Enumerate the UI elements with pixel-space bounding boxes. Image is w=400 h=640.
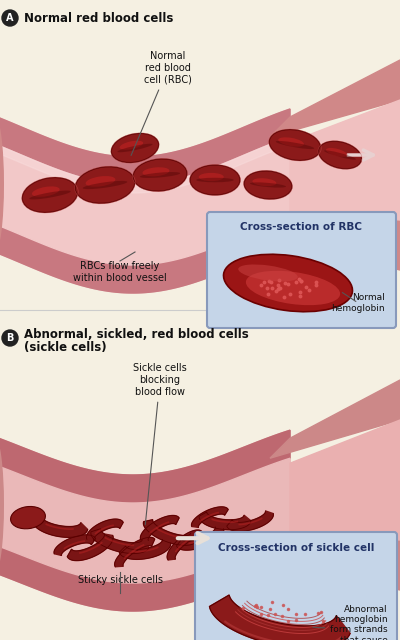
Polygon shape (270, 217, 400, 270)
Circle shape (2, 330, 18, 346)
Ellipse shape (133, 159, 187, 191)
Ellipse shape (11, 506, 45, 529)
Ellipse shape (142, 167, 170, 177)
Ellipse shape (117, 144, 153, 152)
Polygon shape (0, 217, 290, 293)
Polygon shape (167, 530, 202, 560)
Polygon shape (86, 519, 123, 541)
Text: Normal
red blood
cell (RBC): Normal red blood cell (RBC) (131, 51, 192, 156)
Text: RBCs flow freely
within blood vessel: RBCs flow freely within blood vessel (73, 261, 167, 283)
Text: Cross-section of sickle cell: Cross-section of sickle cell (218, 543, 374, 553)
Polygon shape (270, 380, 400, 458)
Ellipse shape (276, 141, 314, 149)
Text: Sticky sickle cells: Sticky sickle cells (78, 575, 162, 585)
Polygon shape (115, 538, 155, 567)
Ellipse shape (250, 182, 286, 188)
Polygon shape (32, 516, 88, 538)
Ellipse shape (269, 129, 321, 161)
Ellipse shape (0, 116, 4, 252)
Ellipse shape (32, 186, 60, 197)
Polygon shape (210, 595, 350, 640)
Ellipse shape (318, 141, 362, 169)
Ellipse shape (224, 254, 352, 312)
Polygon shape (140, 515, 179, 540)
Ellipse shape (252, 178, 276, 186)
Ellipse shape (0, 437, 4, 573)
Text: Abnormal, sickled, red blood cells: Abnormal, sickled, red blood cells (24, 328, 249, 342)
Ellipse shape (29, 191, 71, 200)
Ellipse shape (199, 173, 224, 181)
Text: Normal
hemoglobin: Normal hemoglobin (331, 292, 385, 313)
Polygon shape (0, 137, 290, 193)
Polygon shape (270, 60, 400, 137)
Polygon shape (0, 538, 290, 611)
Polygon shape (144, 520, 196, 545)
Polygon shape (91, 529, 149, 554)
Polygon shape (0, 109, 290, 293)
Polygon shape (67, 534, 113, 561)
Circle shape (2, 10, 18, 26)
Text: B: B (6, 333, 14, 343)
Text: Sickle cells
blocking
blood flow: Sickle cells blocking blood flow (133, 364, 187, 525)
Ellipse shape (246, 271, 340, 305)
Polygon shape (0, 109, 290, 185)
Text: Cross-section of RBC: Cross-section of RBC (240, 222, 362, 232)
Polygon shape (227, 511, 273, 531)
Polygon shape (290, 420, 400, 540)
Polygon shape (54, 535, 96, 556)
Polygon shape (290, 100, 400, 220)
Polygon shape (119, 540, 171, 559)
Ellipse shape (22, 177, 78, 212)
Ellipse shape (326, 148, 347, 157)
Ellipse shape (278, 138, 304, 147)
Ellipse shape (238, 264, 298, 282)
Ellipse shape (75, 166, 135, 204)
Ellipse shape (111, 133, 159, 163)
Text: (sickle cells): (sickle cells) (24, 340, 107, 353)
Ellipse shape (244, 171, 292, 199)
Ellipse shape (324, 150, 356, 159)
Ellipse shape (120, 141, 143, 150)
FancyBboxPatch shape (207, 212, 396, 328)
Polygon shape (0, 430, 290, 611)
Ellipse shape (140, 172, 180, 178)
Polygon shape (0, 458, 290, 583)
Polygon shape (0, 430, 290, 503)
FancyBboxPatch shape (195, 532, 397, 640)
Polygon shape (0, 137, 290, 265)
Polygon shape (192, 507, 228, 527)
Polygon shape (176, 527, 224, 550)
Ellipse shape (196, 178, 234, 182)
Polygon shape (199, 512, 251, 530)
Ellipse shape (86, 176, 115, 187)
Polygon shape (270, 538, 400, 590)
Ellipse shape (83, 181, 127, 189)
Ellipse shape (190, 165, 240, 195)
Text: Normal red blood cells: Normal red blood cells (24, 12, 173, 24)
Text: A: A (6, 13, 14, 23)
Text: Abnormal
hemoglobin
form strands
that cause
sickle shape: Abnormal hemoglobin form strands that ca… (313, 605, 388, 640)
